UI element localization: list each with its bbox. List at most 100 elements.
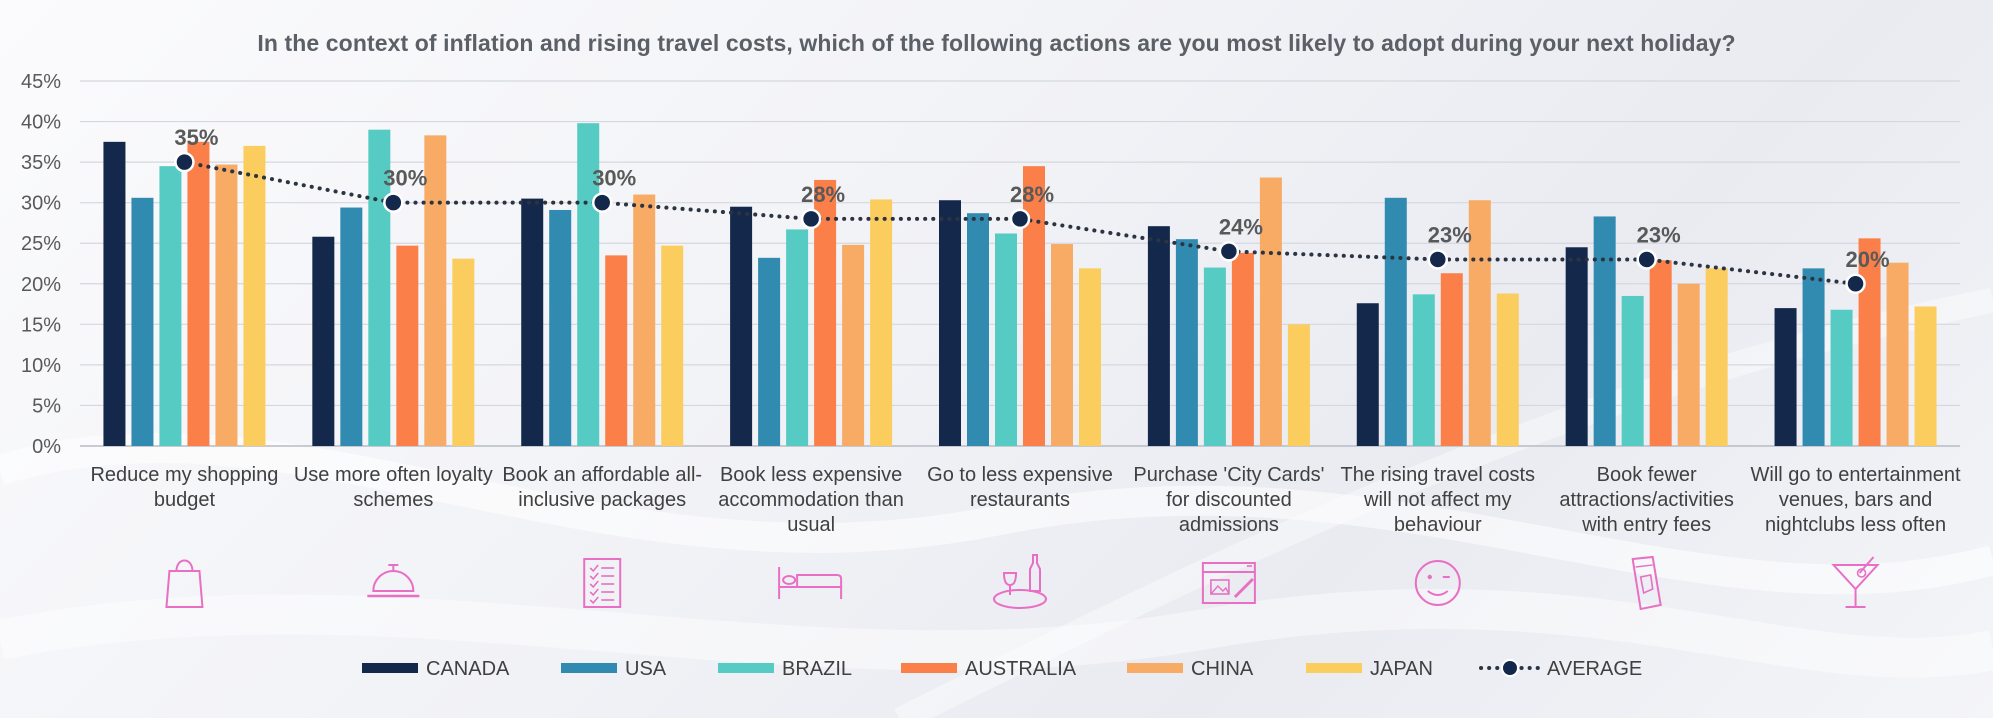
- bar-brazil: [995, 233, 1017, 446]
- x-category-label: Reduce my shopping budget: [90, 464, 278, 511]
- average-data-label: 35%: [174, 125, 218, 150]
- average-marker: [1427, 249, 1449, 270]
- bed-icon: [778, 567, 843, 599]
- gridlines: [80, 80, 1960, 447]
- bar-usa: [549, 209, 572, 446]
- legend-label: AUSTRALIA: [965, 658, 1077, 680]
- x-category-label: Book an affordable all-inclusive package…: [502, 464, 702, 511]
- x-category-label: Go to less expensive restaurants: [927, 464, 1113, 511]
- y-tick-label: 20%: [21, 274, 61, 296]
- legend-label: AVERAGE: [1547, 658, 1642, 680]
- bar-japan: [1079, 268, 1101, 446]
- bar-japan: [452, 258, 475, 446]
- legend-item-average: AVERAGE: [1479, 658, 1642, 680]
- service-bell-icon: [367, 564, 420, 598]
- bar-canada: [312, 236, 335, 446]
- legend-swatch: [718, 663, 774, 673]
- average-dotted-line: [182, 160, 1858, 286]
- average-line: 35% 30% 30% 28% 28% 24% 23% 23% 20%: [174, 125, 1890, 295]
- legend-label: USA: [625, 658, 667, 680]
- chart-title: In the context of inflation and rising t…: [257, 30, 1736, 56]
- bar-australia: [814, 179, 837, 446]
- bar-japan: [870, 199, 893, 446]
- legend-marker: [1501, 659, 1519, 677]
- bar-australia: [1649, 260, 1672, 446]
- bar-usa: [340, 207, 363, 446]
- bar-canada: [730, 206, 753, 446]
- bar-china: [1468, 200, 1491, 446]
- bar-china: [424, 135, 447, 446]
- legend-swatch: [1127, 663, 1183, 673]
- x-category-label: The rising travel costs will not affect m…: [1341, 464, 1536, 536]
- x-category-label: Book fewer attractions/activities with ent…: [1559, 464, 1734, 536]
- bar-australia: [605, 255, 628, 446]
- legend-swatch: [362, 663, 418, 673]
- y-tick-label: 5%: [32, 395, 61, 417]
- y-tick-label: 45%: [21, 71, 61, 93]
- bars: [103, 123, 1937, 447]
- average-data-label: 23%: [1637, 222, 1681, 247]
- bar-australia: [396, 245, 419, 446]
- bar-china: [633, 194, 656, 446]
- category-icons: [165, 554, 1880, 611]
- bar-china: [215, 164, 238, 447]
- bar-japan: [661, 245, 684, 446]
- bar-australia: [1023, 166, 1045, 446]
- bar-canada: [103, 141, 126, 447]
- shopping-bag-icon: [165, 559, 204, 608]
- legend-label: JAPAN: [1370, 658, 1433, 680]
- bar-canada: [1356, 303, 1379, 446]
- bar-china: [1259, 177, 1282, 446]
- average-marker: [591, 192, 613, 213]
- average-marker: [1636, 249, 1657, 270]
- bar-japan: [1914, 306, 1937, 446]
- bar-usa: [758, 257, 781, 446]
- bar-japan: [1705, 268, 1728, 446]
- average-marker: [1009, 208, 1031, 230]
- bar-canada: [939, 200, 961, 446]
- y-tick-label: 35%: [21, 152, 61, 174]
- bar-japan: [1496, 293, 1519, 446]
- bar-canada: [1774, 308, 1797, 446]
- y-tick-label: 40%: [21, 112, 61, 134]
- y-tick-label: 25%: [21, 233, 61, 255]
- bar-japan: [1287, 324, 1310, 446]
- bar-canada: [1565, 247, 1588, 446]
- legend-swatch: [561, 663, 617, 673]
- bar-china: [1677, 283, 1700, 446]
- y-tick-label: 30%: [21, 193, 61, 215]
- legend-item-brazil: BRAZIL: [718, 658, 852, 680]
- average-marker: [1218, 241, 1240, 262]
- y-tick-label: 0%: [32, 436, 61, 458]
- bar-canada: [521, 198, 544, 446]
- bar-usa: [1175, 239, 1198, 446]
- average-data-label: 30%: [592, 166, 636, 191]
- bar-brazil: [1203, 267, 1226, 446]
- x-category-label: Will go to entertainment venues, bars and…: [1751, 464, 1962, 536]
- bar-china: [1886, 262, 1909, 446]
- bar-australia: [1440, 273, 1463, 446]
- bar-brazil: [368, 129, 391, 446]
- checklist-icon: [583, 558, 622, 608]
- legend-swatch: [1306, 663, 1362, 673]
- average-data-label: 28%: [1010, 182, 1054, 207]
- y-tick-label: 10%: [21, 355, 61, 377]
- y-tick-label: 15%: [21, 314, 61, 336]
- average-marker: [174, 151, 195, 173]
- bar-canada: [1147, 226, 1170, 446]
- legend-item-usa: USA: [561, 658, 667, 680]
- legend-item-china: CHINA: [1127, 658, 1254, 680]
- x-category-label: Purchase 'City Cards' for discounted admis…: [1133, 464, 1324, 536]
- legend: CANADA USA BRAZIL AUSTRALIA CHINA JAPAN AVERAG…: [362, 658, 1642, 680]
- bar-china: [842, 244, 865, 446]
- bar-china: [1051, 244, 1073, 446]
- wine-dinner-icon: [993, 554, 1047, 609]
- bar-brazil: [1621, 295, 1644, 446]
- legend-swatch: [901, 663, 957, 673]
- average-data-label: 30%: [383, 166, 427, 191]
- bar-usa: [131, 197, 154, 446]
- average-data-label: 20%: [1846, 247, 1890, 272]
- bar-usa: [967, 213, 989, 446]
- smiley-wink-icon: [1414, 560, 1461, 606]
